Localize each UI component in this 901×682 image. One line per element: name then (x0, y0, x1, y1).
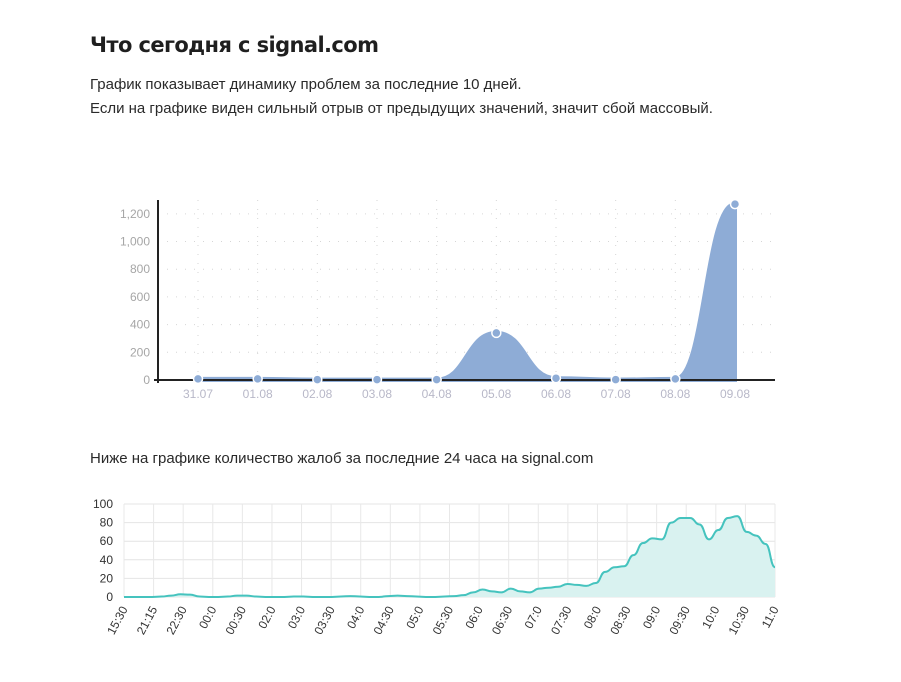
day-x-tick-label: 03:0 (285, 604, 308, 631)
ten-day-point[interactable] (491, 327, 502, 339)
ten-day-x-tick-label: 08.08 (660, 387, 690, 401)
day-y-tick-label: 40 (100, 553, 114, 567)
ten-day-y-tick-label: 400 (130, 318, 150, 332)
ten-day-point[interactable] (252, 373, 263, 385)
ten-day-x-tick-label: 01.08 (243, 387, 273, 401)
ten-day-x-tick-label: 31.07 (183, 387, 213, 401)
ten-day-axes (154, 200, 775, 383)
day-x-tick-label: 11:0 (759, 604, 782, 631)
day-x-tick-label: 06:30 (489, 604, 516, 637)
page-title: Что сегодня с signal.com (90, 33, 379, 57)
day-line (124, 515, 776, 598)
ten-day-point[interactable] (192, 373, 204, 385)
ten-day-point[interactable] (550, 372, 562, 384)
day-x-tick-label: 10:0 (699, 604, 722, 631)
ten-day-x-tick-label: 03.08 (362, 387, 392, 401)
day-x-tick-label: 05:0 (403, 604, 426, 631)
ten-day-point[interactable] (670, 373, 681, 385)
day-x-tick-label: 07:0 (522, 604, 545, 631)
day-x-tick-label: 10:30 (726, 604, 753, 637)
ten-day-point[interactable] (431, 374, 442, 385)
day-x-tick-label: 21:15 (134, 604, 161, 637)
day-y-tick-label: 100 (93, 497, 113, 511)
day-x-tick-label: 22:30 (163, 604, 190, 637)
ten-day-area (196, 202, 737, 382)
day-x-tick-label: 02:0 (255, 604, 278, 631)
ten-day-x-tick-label: 09.08 (720, 387, 750, 401)
day-x-tick-label: 04:30 (371, 604, 398, 637)
ten-day-x-tick-label: 02.08 (302, 387, 332, 401)
day-x-tick-label: 00:0 (196, 604, 219, 631)
day-x-tick-label: 09:30 (666, 604, 693, 637)
day-y-tick-label: 60 (100, 534, 114, 548)
day-y-tick-label: 0 (106, 590, 113, 604)
ten-day-x-tick-label: 05.08 (481, 387, 511, 401)
day-x-tick-label: 03:30 (311, 604, 338, 637)
ten-day-y-tick-label: 0 (143, 373, 150, 387)
description-line-2: Если на графике виден сильный отрыв от п… (90, 100, 713, 117)
day-x-tick-label: 08:0 (581, 604, 604, 631)
ten-day-y-tick-label: 600 (130, 290, 150, 304)
day-x-tick-label: 04:0 (344, 604, 367, 631)
ten-day-y-tick-label: 800 (130, 262, 150, 276)
day-x-tick-label: 07:30 (548, 604, 575, 637)
ten-day-point[interactable] (312, 374, 323, 385)
ten-day-x-tick-label: 04.08 (422, 387, 452, 401)
ten-day-point[interactable] (610, 374, 621, 385)
ten-day-area-chart: 0 200 400 600 800 1,000 1,200 31.07 01.08 02.08 03… (120, 198, 775, 401)
day-x-tick-label: 08:30 (607, 604, 634, 637)
day-y-tick-label: 20 (100, 571, 114, 585)
ten-day-x-tick-label: 07.08 (601, 387, 631, 401)
ten-day-tick-labels: 0 200 400 600 800 1,000 1,200 31.07 01.08 02.08 03… (120, 207, 750, 401)
day-x-tick-label: 06:0 (462, 604, 485, 631)
ten-day-y-tick-label: 1,200 (120, 207, 150, 221)
ten-day-y-tick-label: 200 (130, 345, 150, 359)
ten-day-point[interactable] (729, 198, 741, 210)
day-complaints-chart: 0 20 40 60 80 100 15:30 21:15 22:30 00:0 00:30 02:0… (93, 497, 782, 637)
caption-24h: Ниже на графике количество жалоб за посл… (90, 450, 594, 467)
day-x-tick-label: 09:0 (640, 604, 663, 631)
ten-day-x-tick-label: 06.08 (541, 387, 571, 401)
day-area (124, 516, 775, 597)
ten-day-point[interactable] (371, 374, 383, 385)
day-x-tick-label: 00:30 (223, 604, 250, 637)
day-x-tick-label: 15:30 (104, 604, 131, 637)
ten-day-points (192, 198, 741, 385)
day-y-tick-label: 80 (100, 516, 114, 530)
ten-day-y-tick-label: 1,000 (120, 235, 150, 249)
description-line-1: График показывает динамику проблем за по… (90, 76, 522, 93)
day-x-tick-label: 05:30 (430, 604, 457, 637)
